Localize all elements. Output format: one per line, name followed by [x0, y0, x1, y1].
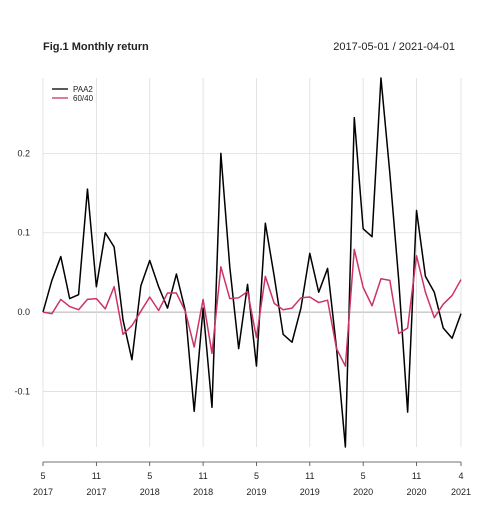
legend-label: PAA2 [73, 85, 93, 94]
x-tick-month-label: 5 [361, 471, 366, 481]
grid [42, 78, 462, 447]
date-range: 2017-05-01 / 2021-04-01 [333, 41, 455, 53]
x-tick-month-label: 11 [412, 471, 421, 481]
series-line-60-40 [42, 248, 462, 367]
series-line-paa2 [42, 77, 462, 448]
legend-label: 60/40 [73, 94, 94, 103]
x-tick-month-label: 11 [92, 471, 101, 481]
x-tick-month-label: 5 [40, 471, 45, 481]
x-tick-year-label: 2018 [140, 487, 160, 497]
x-tick-year-label: 2019 [300, 487, 320, 497]
y-tick-label: 0.2 [17, 148, 30, 158]
y-tick-label: 0.0 [17, 307, 30, 317]
y-tick-label: 0.1 [17, 228, 30, 238]
x-tick-month-label: 4 [458, 471, 463, 481]
axes: -0.1 0.0 0.1 0.2 5 2017 11 2017 5 2018 11 2018 5 2019… [14, 148, 471, 497]
x-tick-year-label: 2021 [451, 487, 471, 497]
x-tick-year-label: 2018 [193, 487, 213, 497]
x-tick-month-label: 5 [254, 471, 259, 481]
x-tick-month-label: 11 [305, 471, 314, 481]
x-tick-year-label: 2017 [33, 487, 53, 497]
x-tick-year-label: 2017 [86, 487, 106, 497]
series-lines [42, 77, 462, 448]
x-tick-year-label: 2019 [246, 487, 266, 497]
chart-title: Fig.1 Monthly return [43, 41, 149, 53]
x-tick-month-label: 5 [147, 471, 152, 481]
y-tick-label: -0.1 [14, 386, 30, 396]
x-tick-month-label: 11 [198, 471, 207, 481]
x-tick-year-label: 2020 [353, 487, 373, 497]
x-tick-year-label: 2020 [407, 487, 427, 497]
